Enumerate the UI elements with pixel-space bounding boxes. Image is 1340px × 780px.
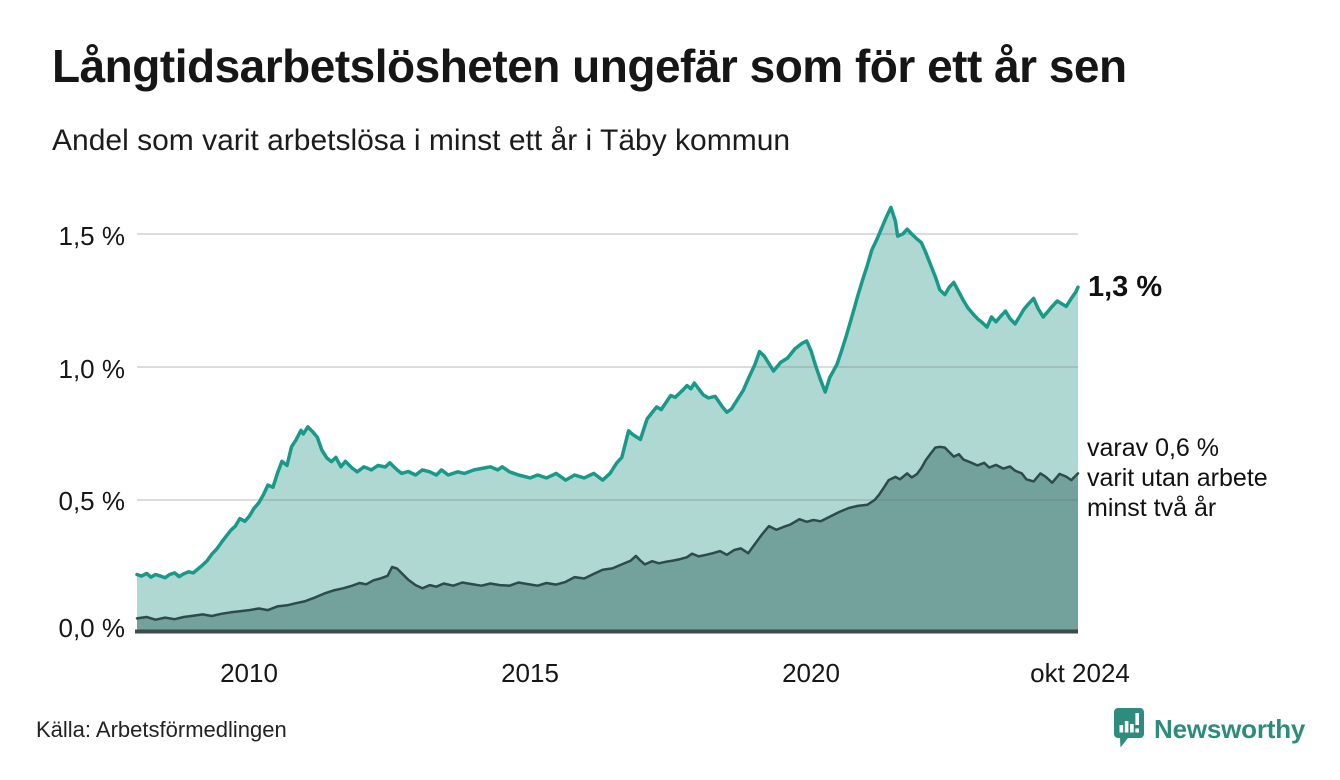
y-axis-label-1-0: 1,0 % xyxy=(58,354,126,384)
y-axis-label-0-5: 0,5 % xyxy=(58,486,126,516)
x-axis-label-2010: 2010 xyxy=(220,658,278,688)
x-axis-label-2015: 2015 xyxy=(501,658,559,688)
newsworthy-logo: Newsworthy xyxy=(1113,706,1305,754)
newsworthy-logo-text: Newsworthy xyxy=(1154,714,1306,744)
x-axis-label-okt-2024: okt 2024 xyxy=(1030,658,1130,688)
page-title: Långtidsarbetslösheten ungefär som för e… xyxy=(52,40,1127,92)
source-note: Källa: Arbetsförmedlingen xyxy=(36,717,287,742)
y-axis-label-1-5: 1,5 % xyxy=(58,221,126,251)
series2-note-label: varav 0,6 % varit utan arbete minst två … xyxy=(1087,434,1268,522)
series1-end-value-label: 1,3 % xyxy=(1088,271,1163,303)
page-subtitle: Andel som varit arbetslösa i minst ett å… xyxy=(52,124,791,157)
newsworthy-logo-icon xyxy=(1114,708,1144,748)
y-axis-label-0-0: 0,0 % xyxy=(58,613,126,643)
x-axis-label-2020: 2020 xyxy=(782,658,840,688)
